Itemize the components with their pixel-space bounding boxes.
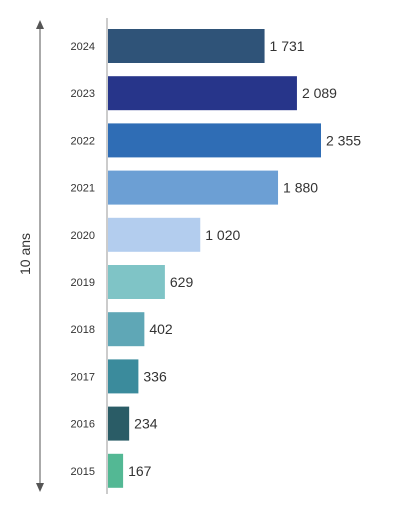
bar-2022 [108,123,321,158]
bar-2023 [108,76,297,111]
category-labels: 2024 2023 2022 2021 2020 2019 2018 2017 2016 2015 [71,41,95,478]
value-label-2015: 167 [128,463,152,479]
category-label-2023: 2023 [71,88,95,100]
span-annotation: 10 ans [17,20,44,492]
bar-2016 [108,406,130,441]
value-label-2019: 629 [170,274,194,290]
value-label-2016: 234 [134,416,158,432]
category-label-2017: 2017 [71,371,95,383]
value-label-2022: 2 355 [326,132,361,148]
value-label-2020: 1 020 [205,227,240,243]
span-label: 10 ans [17,233,33,275]
category-label-2016: 2016 [71,419,95,431]
value-labels: 1 731 2 089 2 355 1 880 1 020 629 402 336 234 167 [128,38,361,479]
value-label-2021: 1 880 [283,180,318,196]
category-label-2024: 2024 [71,41,95,53]
value-label-2017: 336 [143,368,167,384]
span-arrow-head-bottom [36,483,44,492]
category-label-2015: 2015 [71,466,95,478]
value-label-2024: 1 731 [270,38,305,54]
bar-2021 [108,170,279,205]
span-arrow-head-top [36,20,44,29]
bar-2020 [108,217,201,252]
category-label-2022: 2022 [71,135,95,147]
bar-2019 [108,265,165,299]
bar-2017 [108,359,139,394]
value-label-2018: 402 [149,321,173,337]
bars [108,29,321,488]
category-label-2018: 2018 [71,324,95,336]
bar-2018 [108,312,145,347]
bar-2015 [108,453,124,488]
value-label-2023: 2 089 [302,85,337,101]
category-label-2020: 2020 [71,230,95,242]
bar-2024 [108,29,265,63]
category-label-2019: 2019 [71,277,95,289]
category-label-2021: 2021 [71,183,95,195]
